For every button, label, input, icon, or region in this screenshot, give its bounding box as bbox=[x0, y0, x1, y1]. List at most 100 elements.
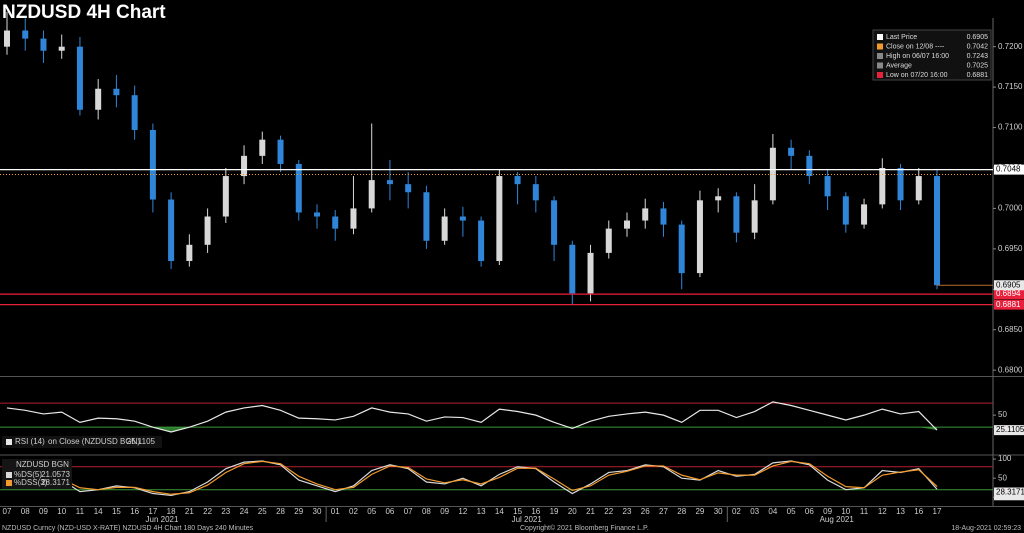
legend-label: %DS(5) bbox=[14, 470, 42, 479]
candle-body bbox=[569, 244, 576, 294]
price-line-label: 0.6894 bbox=[996, 289, 1021, 298]
candle-body bbox=[314, 212, 320, 217]
candle-body bbox=[915, 176, 922, 201]
y-tick-label: 0.7000 bbox=[998, 204, 1023, 213]
x-tick-label: 19 bbox=[550, 507, 559, 516]
footer-center: Copyright© 2021 Bloomberg Finance L.P. bbox=[520, 524, 649, 532]
legend-value: 21.0573 bbox=[41, 470, 70, 479]
x-tick-label: 09 bbox=[39, 507, 48, 516]
x-tick-label: 05 bbox=[787, 507, 796, 516]
x-tick-label: 18 bbox=[167, 507, 176, 516]
legend-label: Average bbox=[886, 62, 912, 69]
candle-body bbox=[806, 155, 813, 177]
legend-swatch bbox=[877, 72, 883, 78]
candle-body bbox=[423, 192, 430, 241]
candle-body bbox=[58, 46, 65, 51]
candle-body bbox=[4, 30, 10, 47]
indicator-legend-box bbox=[2, 436, 162, 448]
legend-swatch bbox=[6, 480, 12, 486]
legend-label: %DSS(3) bbox=[14, 478, 48, 487]
y-tick-label: 0.6800 bbox=[998, 365, 1023, 374]
x-tick-label: 16 bbox=[130, 507, 139, 516]
candle-body bbox=[587, 252, 594, 294]
y-tick-label: 50 bbox=[998, 410, 1007, 419]
candle-body bbox=[241, 155, 248, 177]
x-tick-label: 30 bbox=[714, 507, 723, 516]
candle-body bbox=[788, 147, 795, 156]
candle-body bbox=[259, 139, 266, 156]
y-tick-label: 0.7100 bbox=[998, 123, 1023, 132]
candle-body bbox=[879, 167, 886, 205]
candle-body bbox=[532, 184, 539, 201]
candle-body bbox=[113, 88, 120, 96]
legend-swatch bbox=[877, 62, 883, 69]
candle-body bbox=[842, 196, 849, 225]
x-tick-label: 21 bbox=[185, 507, 194, 516]
candle-body bbox=[751, 200, 758, 233]
price-line-box bbox=[994, 289, 1024, 300]
y-tick-label: 50 bbox=[998, 473, 1007, 482]
candle-body bbox=[769, 147, 776, 201]
x-tick-label: 09 bbox=[823, 507, 832, 516]
candle-body bbox=[186, 244, 193, 261]
y-tick-label: 100 bbox=[998, 454, 1012, 463]
x-tick-label: 07 bbox=[404, 507, 413, 516]
legend-swatch bbox=[877, 43, 883, 50]
candle-body bbox=[459, 216, 466, 221]
legend-label: High on 06/07 16:00 bbox=[886, 53, 949, 60]
x-tick-label: 14 bbox=[94, 507, 103, 516]
candle-body bbox=[386, 180, 393, 185]
x-tick-label: 28 bbox=[276, 507, 285, 516]
x-tick-label: 15 bbox=[112, 507, 121, 516]
candle-body bbox=[642, 208, 649, 221]
x-tick-label: 22 bbox=[604, 507, 613, 516]
candle-body bbox=[405, 184, 412, 193]
candle-body bbox=[441, 216, 448, 241]
low-label: 0.6881 bbox=[996, 300, 1021, 309]
price-line-label: 0.7048 bbox=[996, 165, 1021, 174]
legend-value: 0.6905 bbox=[967, 34, 989, 41]
x-tick-label: 16 bbox=[914, 507, 923, 516]
x-tick-label: 12 bbox=[458, 507, 467, 516]
y-tick-label: 0.7200 bbox=[998, 42, 1023, 51]
candle-body bbox=[95, 88, 102, 110]
legend-swatch bbox=[877, 53, 883, 59]
legend-value: 0.7042 bbox=[967, 43, 989, 50]
candle-body bbox=[861, 204, 868, 225]
candle-body bbox=[131, 95, 138, 130]
candle-body bbox=[204, 216, 211, 245]
oversold-fill bbox=[918, 427, 937, 431]
x-tick-label: 02 bbox=[349, 507, 358, 516]
x-tick-label: 28 bbox=[677, 507, 686, 516]
candle-body bbox=[22, 30, 29, 39]
legend-value: 28.3171 bbox=[41, 478, 70, 487]
x-tick-label: 06 bbox=[805, 507, 814, 516]
x-tick-label: 24 bbox=[240, 507, 249, 516]
x-tick-label: 17 bbox=[148, 507, 157, 516]
y-tick-label: 0.7150 bbox=[998, 82, 1023, 91]
candle-body bbox=[660, 208, 667, 225]
candle-body bbox=[40, 38, 47, 51]
x-tick-label: 13 bbox=[477, 507, 486, 516]
last-value-label: 25.1105 bbox=[996, 425, 1024, 434]
low-box bbox=[994, 299, 1024, 310]
legend-swatch bbox=[6, 472, 12, 478]
candle-body bbox=[696, 200, 703, 274]
candle-body bbox=[551, 200, 558, 245]
legend-label: Last Price bbox=[886, 34, 917, 41]
candle-body bbox=[624, 220, 630, 229]
candle-body bbox=[733, 196, 740, 233]
x-tick-label: 25 bbox=[258, 507, 267, 516]
legend-title: NZDUSD BGN bbox=[16, 460, 69, 469]
x-tick-label: 08 bbox=[422, 507, 431, 516]
x-tick-label: 27 bbox=[659, 507, 668, 516]
x-tick-label: 30 bbox=[313, 507, 322, 516]
x-tick-label: 05 bbox=[367, 507, 376, 516]
x-tick-label: 23 bbox=[221, 507, 230, 516]
x-tick-label: 26 bbox=[641, 507, 650, 516]
candle-body bbox=[76, 46, 83, 110]
legend-value: 0.6881 bbox=[967, 72, 989, 79]
y-tick-label: 0.6950 bbox=[998, 244, 1023, 253]
x-tick-label: 22 bbox=[203, 507, 212, 516]
